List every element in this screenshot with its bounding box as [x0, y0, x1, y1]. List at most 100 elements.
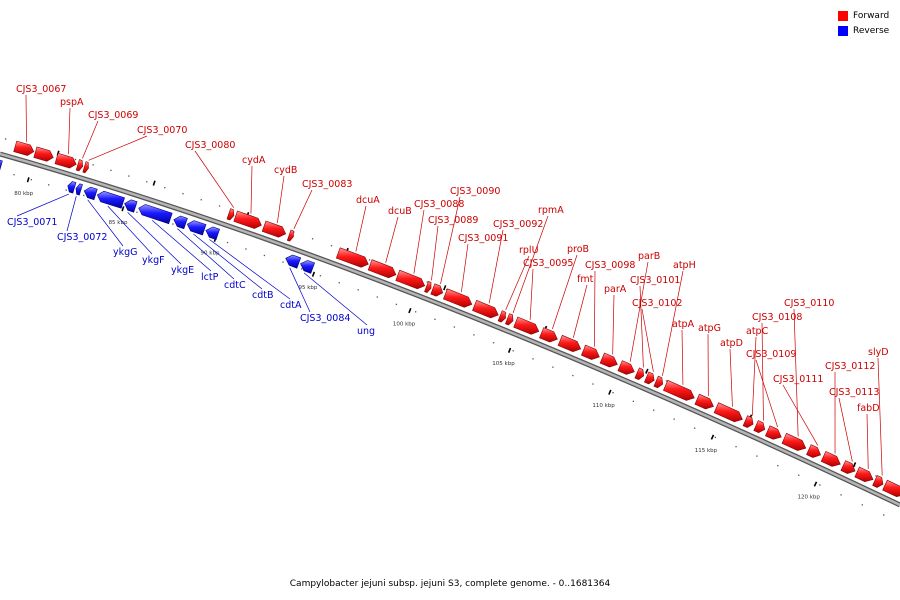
gene-arrow-cydB[interactable] [261, 220, 287, 238]
gene-arrow-ykgF[interactable] [96, 190, 125, 209]
gene-label[interactable]: slyD [868, 347, 889, 358]
gene-arrow-parA[interactable] [599, 352, 618, 368]
gene-arrow-ung[interactable] [300, 260, 315, 274]
gene-label[interactable]: cdtB [252, 290, 274, 301]
gene-arrow-ykgE[interactable] [124, 199, 138, 213]
gene-arrow-CJS3_0102[interactable] [644, 371, 655, 385]
gene-label[interactable]: atpD [720, 338, 743, 349]
gene-arrow-slyD[interactable] [872, 475, 884, 488]
gene-label[interactable]: cdtC [224, 280, 246, 291]
gene-arrow-cdtC[interactable] [173, 215, 188, 230]
gene-label[interactable]: CJS3_0092 [493, 219, 543, 230]
gene-arrow-CJS3_0083[interactable] [286, 229, 294, 242]
gene-label[interactable]: cydB [274, 165, 297, 176]
gene-arrow-lctP[interactable] [138, 204, 173, 225]
gene-arrow-CJS3_0080[interactable] [226, 208, 235, 221]
gene-arrow-CJS3_0101[interactable] [634, 367, 645, 380]
gene-label[interactable]: CJS3_0112 [825, 361, 875, 372]
gene-label[interactable]: CJS3_0108 [752, 312, 802, 323]
gene-label[interactable]: dcuB [388, 206, 412, 217]
gene-label[interactable]: CJS3_0071 [7, 217, 57, 228]
gene-arrow-parB[interactable] [617, 360, 635, 375]
gene-arrow-CJS3_0084[interactable] [285, 254, 302, 269]
gene-arrow-proB[interactable] [539, 327, 558, 343]
gene-label[interactable]: CJS3_0102 [632, 298, 682, 309]
gene-arrow-CJS3_0070[interactable] [82, 161, 89, 174]
gene-label[interactable]: cydA [242, 155, 266, 166]
gene-label[interactable]: atpH [673, 260, 696, 271]
gene-label[interactable]: ung [357, 326, 375, 337]
gene-label[interactable]: rplU [519, 245, 539, 256]
gene-arrow-CJS3_0111[interactable] [806, 444, 822, 458]
gene-arrow[interactable] [33, 146, 54, 162]
gene-label[interactable]: CJS3_0083 [302, 179, 352, 190]
gene-arrow-CJS3_0088[interactable] [395, 269, 426, 290]
gene-arrow[interactable] [882, 479, 900, 498]
gene-arrow-CJS3_0067[interactable] [13, 140, 35, 156]
gene-arrow-dcuB[interactable] [367, 259, 397, 279]
gene-label[interactable]: CJS3_0067 [16, 84, 66, 95]
gene-label[interactable]: parB [638, 251, 660, 262]
gene-label[interactable]: CJS3_0088 [414, 199, 464, 210]
gene-label[interactable]: CJS3_0111 [773, 374, 823, 385]
gene-label[interactable]: ykgE [171, 265, 194, 276]
gene-label[interactable]: CJS3_0084 [300, 313, 350, 324]
gene-arrow-CJS3_0092[interactable] [472, 299, 499, 319]
gene-arrow-CJS3_0109[interactable] [765, 425, 782, 440]
gene-label[interactable]: CJS3_0101 [630, 275, 680, 286]
gene-label[interactable]: CJS3_0091 [458, 233, 508, 244]
gene-label[interactable]: parA [604, 284, 627, 295]
gene-label[interactable]: CJS3_0110 [784, 298, 834, 309]
gene-arrow-CJS3_0069[interactable] [75, 159, 84, 172]
gene-arrow-CJS3_0090[interactable] [430, 283, 444, 297]
gene-arrow-atpA[interactable] [663, 379, 695, 401]
gene-label[interactable]: CJS3_0095 [523, 258, 573, 269]
gene-label[interactable]: CJS3_0109 [746, 349, 796, 360]
gene-label[interactable]: CJS3_0072 [57, 232, 107, 243]
gene-label[interactable]: fmt [577, 274, 594, 285]
gene-arrow-CJS3_0112[interactable] [820, 451, 841, 467]
gene-arrow-CJS3_0072[interactable] [75, 183, 83, 196]
gene-arrow-fabD[interactable] [854, 466, 874, 483]
gene-label[interactable]: cdtA [280, 300, 302, 311]
gene-arrow-CJS3_0108[interactable] [753, 420, 766, 434]
gene-label[interactable]: fabD [857, 403, 880, 414]
gene-arrow-rpmA[interactable] [505, 313, 514, 326]
gene-arrow-cdtA[interactable] [205, 226, 220, 240]
gene-label[interactable]: proB [567, 244, 589, 255]
gene-arrow-ykgG[interactable] [83, 186, 98, 201]
gene-arrow-CJS3_0071[interactable] [67, 181, 77, 194]
gene-arrow-cydA[interactable] [233, 210, 262, 229]
gene-arrow-CJS3_0098[interactable] [581, 344, 600, 360]
gene-label[interactable]: atpG [698, 323, 721, 334]
gene-label[interactable]: dcuA [356, 195, 380, 206]
gene-arrow-CJS3_0091[interactable] [443, 288, 473, 308]
gene-label[interactable]: CJS3_0070 [137, 125, 187, 136]
gene-arrow-fmt[interactable] [557, 334, 582, 353]
gene-label[interactable]: ykgG [113, 247, 138, 258]
gene-arrow-CJS3_0089[interactable] [424, 281, 432, 293]
gene-arrow-dcuA[interactable] [335, 247, 369, 268]
gene-label[interactable]: rpmA [538, 205, 564, 216]
gene-label[interactable]: ykgF [142, 255, 165, 266]
gene-label[interactable]: CJS3_0098 [585, 260, 635, 271]
gene-label[interactable]: CJS3_0090 [450, 186, 500, 197]
gene-arrow-atpH[interactable] [653, 375, 664, 389]
gene-arrow-CJS3_0095[interactable] [513, 316, 540, 335]
gene-arrow-CJS3_0113[interactable] [840, 460, 856, 474]
gene-arrow-cdtB[interactable] [186, 220, 207, 236]
gene-label[interactable]: CJS3_0069 [88, 110, 138, 121]
gene-label[interactable]: lctP [201, 272, 219, 283]
gene-arrow-CJS3_0110[interactable] [781, 432, 807, 451]
gene-arrow-atpC[interactable] [742, 415, 754, 428]
gene-arrow[interactable] [0, 159, 3, 172]
gene-arrow-atpG[interactable] [694, 393, 714, 410]
gene-arrow-rplU[interactable] [497, 310, 506, 323]
gene-label[interactable]: CJS3_0080 [185, 140, 235, 151]
gene-label[interactable]: pspA [60, 97, 84, 108]
gene-label[interactable]: atpA [672, 319, 695, 330]
gene-arrow-pspA[interactable] [54, 152, 77, 169]
gene-label[interactable]: CJS3_0089 [428, 215, 478, 226]
gene-arrow-atpD[interactable] [713, 402, 743, 423]
gene-label[interactable]: atpC [746, 326, 769, 337]
